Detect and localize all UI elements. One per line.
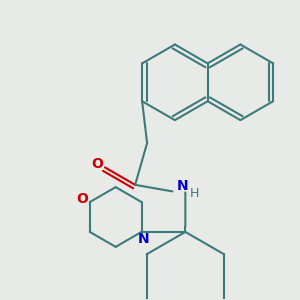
Text: O: O	[76, 192, 88, 206]
Text: H: H	[190, 187, 199, 200]
Text: N: N	[138, 232, 149, 246]
Text: O: O	[91, 158, 103, 171]
Text: N: N	[177, 179, 188, 194]
